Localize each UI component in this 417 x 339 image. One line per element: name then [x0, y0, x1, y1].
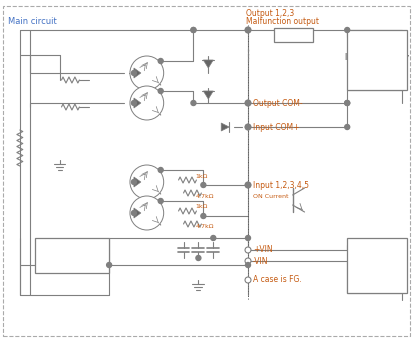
Circle shape: [345, 124, 350, 129]
Circle shape: [131, 100, 136, 105]
Bar: [35, 238, 109, 273]
Circle shape: [246, 27, 251, 33]
Circle shape: [245, 277, 251, 283]
Text: +: +: [353, 240, 361, 250]
Text: -VIN: -VIN: [253, 257, 269, 265]
Text: Input COM+: Input COM+: [253, 122, 299, 132]
Polygon shape: [134, 208, 141, 218]
Circle shape: [245, 182, 251, 188]
Polygon shape: [134, 68, 141, 78]
Circle shape: [130, 86, 164, 120]
Text: 4.7kΩ: 4.7kΩ: [196, 194, 214, 199]
Circle shape: [201, 214, 206, 219]
Text: -: -: [353, 279, 358, 292]
Circle shape: [130, 165, 164, 199]
Text: Output 1,2,3: Output 1,2,3: [246, 9, 294, 19]
Text: 1kΩ: 1kΩ: [196, 174, 208, 179]
Text: +: +: [353, 32, 361, 42]
Text: I/O Power supply: I/O Power supply: [345, 54, 409, 62]
Circle shape: [345, 100, 350, 105]
Bar: [347, 30, 407, 90]
Text: ⋮: ⋮: [352, 55, 362, 65]
Text: Input 1,2,3,4,5: Input 1,2,3,4,5: [253, 180, 309, 190]
Circle shape: [158, 88, 163, 94]
Text: Main circuit: Main circuit: [8, 18, 57, 26]
Text: 4.7kΩ: 4.7kΩ: [196, 224, 214, 230]
Circle shape: [245, 27, 251, 33]
Circle shape: [131, 179, 136, 184]
Circle shape: [130, 56, 164, 90]
Circle shape: [245, 258, 251, 264]
Circle shape: [245, 100, 251, 106]
Polygon shape: [134, 98, 141, 108]
Polygon shape: [221, 123, 229, 131]
Circle shape: [158, 199, 163, 203]
Circle shape: [345, 100, 350, 105]
Text: Power supply: Power supply: [352, 258, 402, 266]
Text: -: -: [353, 77, 358, 89]
Circle shape: [191, 100, 196, 105]
Circle shape: [246, 236, 251, 240]
Circle shape: [107, 262, 112, 267]
Circle shape: [246, 100, 251, 105]
Polygon shape: [134, 177, 141, 187]
Polygon shape: [203, 60, 213, 68]
Circle shape: [245, 247, 251, 253]
Circle shape: [246, 124, 251, 129]
Circle shape: [245, 124, 251, 130]
Circle shape: [246, 182, 251, 187]
Text: Resistor: Resistor: [278, 30, 309, 39]
Text: Power circuit: Power circuit: [47, 251, 96, 259]
Text: Malfunction output: Malfunction output: [246, 17, 319, 25]
Circle shape: [196, 256, 201, 260]
Circle shape: [131, 71, 136, 76]
Circle shape: [131, 211, 136, 216]
Circle shape: [345, 27, 350, 33]
Circle shape: [201, 182, 206, 187]
Text: A case is FG.: A case is FG.: [253, 276, 302, 284]
Circle shape: [211, 236, 216, 240]
Circle shape: [246, 262, 251, 267]
Text: 1kΩ: 1kΩ: [196, 204, 208, 210]
Circle shape: [191, 27, 196, 33]
Bar: [347, 238, 407, 293]
Text: +VIN: +VIN: [253, 245, 273, 255]
Circle shape: [158, 167, 163, 173]
Text: Output COM-: Output COM-: [253, 99, 303, 107]
Polygon shape: [203, 91, 213, 99]
Text: ⋮: ⋮: [242, 50, 254, 60]
Circle shape: [158, 59, 163, 63]
Circle shape: [191, 27, 196, 33]
Bar: [274, 28, 314, 42]
Text: ON Current: ON Current: [253, 194, 289, 199]
Circle shape: [130, 196, 164, 230]
